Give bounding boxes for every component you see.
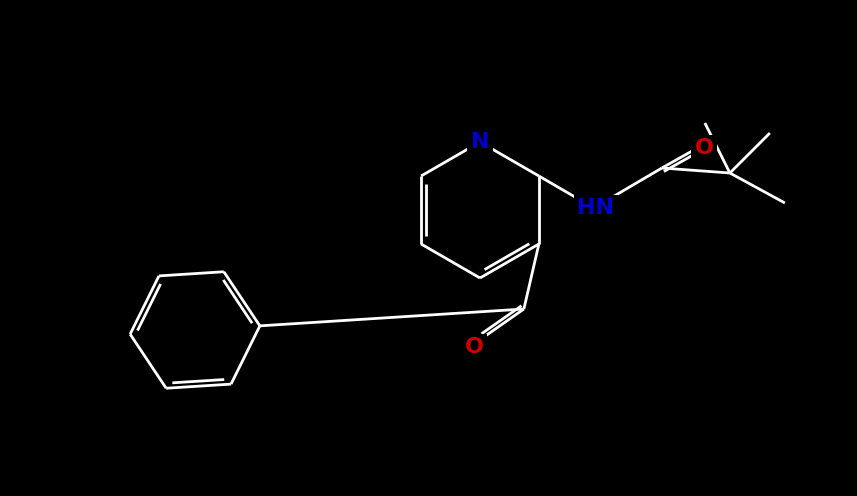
- Text: O: O: [694, 138, 713, 158]
- Text: HN: HN: [578, 198, 614, 218]
- Text: O: O: [464, 337, 483, 357]
- Text: N: N: [470, 132, 489, 152]
